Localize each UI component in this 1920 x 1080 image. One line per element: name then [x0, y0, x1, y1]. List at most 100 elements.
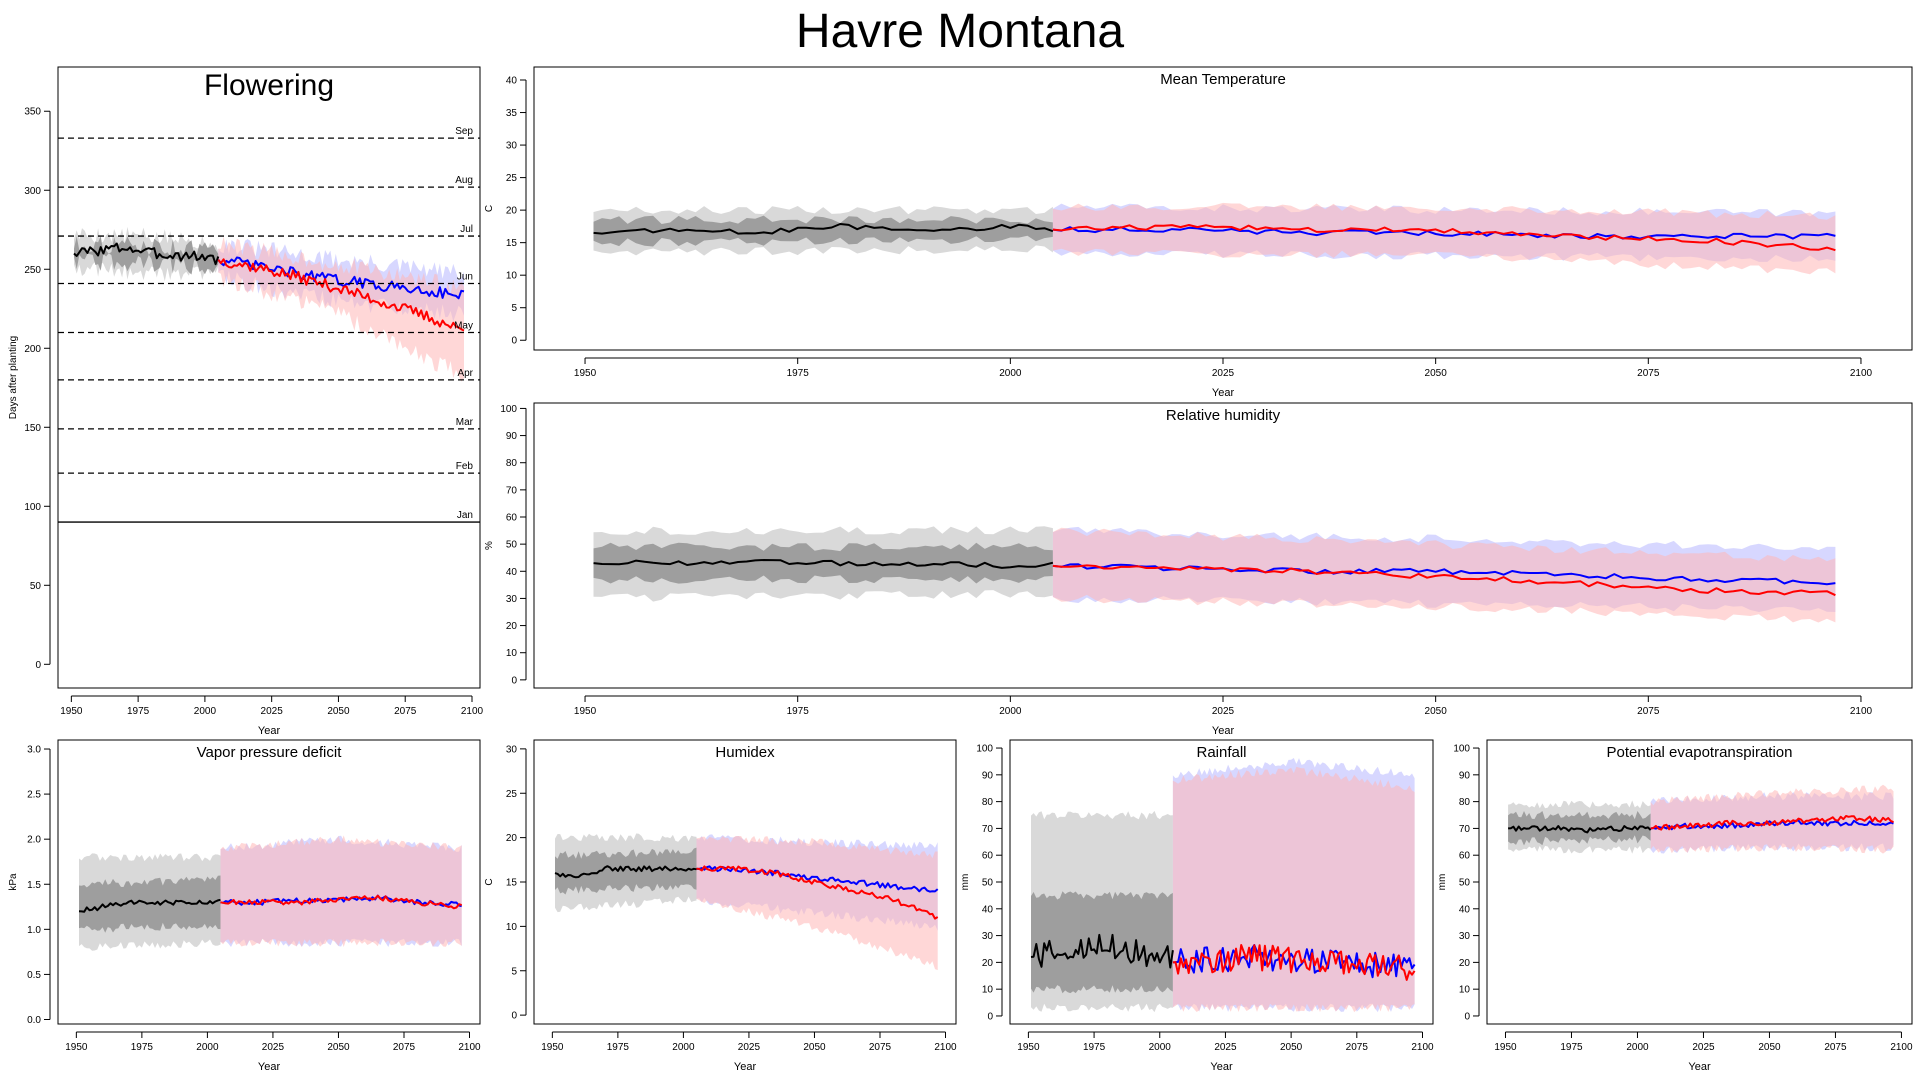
y-tick-label-50: 50 [982, 878, 994, 889]
series-line-humidex-2 [696, 865, 939, 920]
chart-title-vapor-pressure-deficit: Vapor pressure deficit [197, 744, 343, 761]
y-tick-label-40: 40 [1459, 904, 1471, 915]
chart-title-humidex: Humidex [715, 744, 775, 761]
y-tick-label-10: 10 [506, 648, 518, 659]
x-tick-label-1975: 1975 [131, 1042, 154, 1053]
y-tick-label-80: 80 [982, 797, 994, 808]
y-tick-label-20: 20 [1459, 958, 1471, 969]
series-line-flowering-0 [73, 242, 220, 266]
x-tick-label-2075: 2075 [1824, 1042, 1847, 1053]
y-tick-label-250: 250 [24, 265, 41, 276]
y-tick-label-50: 50 [1459, 878, 1471, 889]
x-tick-label-2025: 2025 [1692, 1042, 1715, 1053]
band-humidex-1 [555, 847, 697, 895]
y-tick-label-2.5: 2.5 [27, 790, 41, 801]
x-tick-label-2050: 2050 [1758, 1042, 1781, 1053]
y-tick-label-25: 25 [506, 173, 518, 184]
chart-title-mean-temperature: Mean Temperature [1160, 71, 1286, 88]
series-line-flowering-1 [217, 256, 465, 300]
x-tick-label-1975: 1975 [1560, 1042, 1583, 1053]
plot-frame-rainfall [1009, 739, 1434, 1025]
x-tick-label-2000: 2000 [672, 1042, 695, 1053]
x-tick-label-2075: 2075 [1346, 1042, 1369, 1053]
band-mean-temperature-3 [1052, 202, 1836, 275]
x-tick-label-2025: 2025 [1212, 368, 1235, 379]
plot-area-mean-temperature [593, 202, 1836, 275]
y-axis-label-flowering: Days after planting [8, 336, 19, 419]
x-tick-label-2000: 2000 [1626, 1042, 1649, 1053]
plot-frame-mean-temperature [533, 66, 1913, 351]
y-tick-label-10: 10 [982, 985, 994, 996]
x-tick-label-2000: 2000 [999, 368, 1022, 379]
chart-relative-humidity: 1950 1975 2000 2025 2050 2075 2100 Year 0 10 20 30 4… [484, 402, 1913, 737]
series-line-rainfall-0 [1030, 933, 1174, 969]
plot-frame-humidex [533, 739, 957, 1025]
x-tick-label-2050: 2050 [803, 1042, 826, 1053]
y-tick-label-1.5: 1.5 [27, 880, 41, 891]
chart-title-flowering: Flowering [204, 69, 334, 102]
series-line-vapor-pressure-deficit-2 [220, 894, 463, 910]
y-tick-label-50: 50 [506, 540, 518, 551]
y-tick-label-80: 80 [506, 458, 518, 469]
y-tick-label-350: 350 [24, 107, 41, 118]
y-tick-label-60: 60 [982, 851, 994, 862]
y-tick-label-100: 100 [500, 404, 517, 415]
y-tick-label-10: 10 [506, 271, 518, 282]
y-tick-label-0: 0 [511, 336, 517, 347]
y-tick-label-40: 40 [506, 567, 518, 578]
x-tick-label-2100: 2100 [458, 1042, 481, 1053]
series-line-mean-temperature-2 [1052, 224, 1836, 252]
y-tick-label-5: 5 [511, 966, 517, 977]
x-tick-label-2100: 2100 [461, 706, 484, 717]
x-tick-label-1975: 1975 [127, 706, 150, 717]
x-tick-label-2100: 2100 [1890, 1042, 1913, 1053]
band-flowering-1 [74, 236, 219, 275]
y-axis-label-humidex: C [484, 878, 495, 885]
y-axis-label-mean-temperature: C [484, 205, 495, 212]
x-tick-label-2100: 2100 [1850, 368, 1873, 379]
y-tick-label-20: 20 [506, 833, 518, 844]
chart-rainfall: 1950 1975 2000 2025 2050 2075 2100 Year 0 10 20 30 4… [960, 739, 1434, 1073]
y-tick-label-70: 70 [506, 485, 518, 496]
y-tick-label-70: 70 [1459, 824, 1471, 835]
y-tick-label-0: 0 [1464, 1011, 1470, 1022]
y-tick-label-30: 30 [506, 744, 518, 755]
x-tick-label-2000: 2000 [194, 706, 217, 717]
x-tick-label-2025: 2025 [1212, 706, 1235, 717]
y-tick-label-300: 300 [24, 186, 41, 197]
series-line-humidex-0 [554, 865, 697, 879]
x-axis-label-flowering: Year [258, 725, 281, 737]
series-line-mean-temperature-0 [593, 223, 1054, 235]
y-tick-label-1.0: 1.0 [27, 925, 41, 936]
y-tick-label-20: 20 [982, 958, 994, 969]
x-axis-label-mean-temperature: Year [1212, 387, 1235, 399]
y-tick-label-3.0: 3.0 [27, 745, 41, 756]
x-tick-label-2075: 2075 [393, 1042, 416, 1053]
plot-area-rainfall [1030, 758, 1416, 1013]
plot-frame-potential-evapotranspiration [1486, 739, 1913, 1025]
band-vapor-pressure-deficit-3 [220, 835, 462, 947]
x-axis-label-vapor-pressure-deficit: Year [258, 1061, 281, 1073]
x-tick-label-1975: 1975 [787, 706, 810, 717]
x-tick-label-2100: 2100 [1411, 1042, 1434, 1053]
series-line-rainfall-2 [1172, 944, 1416, 981]
x-tick-label-1975: 1975 [787, 368, 810, 379]
month-label-jan: Jan [457, 510, 473, 521]
plot-frame-flowering [57, 66, 481, 689]
plot-area-potential-evapotranspiration [1508, 784, 1894, 854]
y-tick-label-0: 0 [987, 1011, 993, 1022]
y-tick-label-90: 90 [1459, 770, 1471, 781]
y-tick-label-90: 90 [982, 770, 994, 781]
band-potential-evapotranspiration-3 [1650, 784, 1894, 854]
y-tick-label-200: 200 [24, 344, 41, 355]
y-tick-label-60: 60 [506, 513, 518, 524]
x-tick-label-2025: 2025 [261, 706, 284, 717]
y-tick-label-100: 100 [976, 744, 993, 755]
x-tick-label-2075: 2075 [869, 1042, 892, 1053]
plot-frame-relative-humidity [533, 402, 1913, 689]
chart-title-potential-evapotranspiration: Potential evapotranspiration [1607, 744, 1793, 761]
y-tick-label-0.0: 0.0 [27, 1015, 41, 1026]
x-tick-label-2000: 2000 [1149, 1042, 1172, 1053]
band-relative-humidity-1 [593, 542, 1053, 584]
